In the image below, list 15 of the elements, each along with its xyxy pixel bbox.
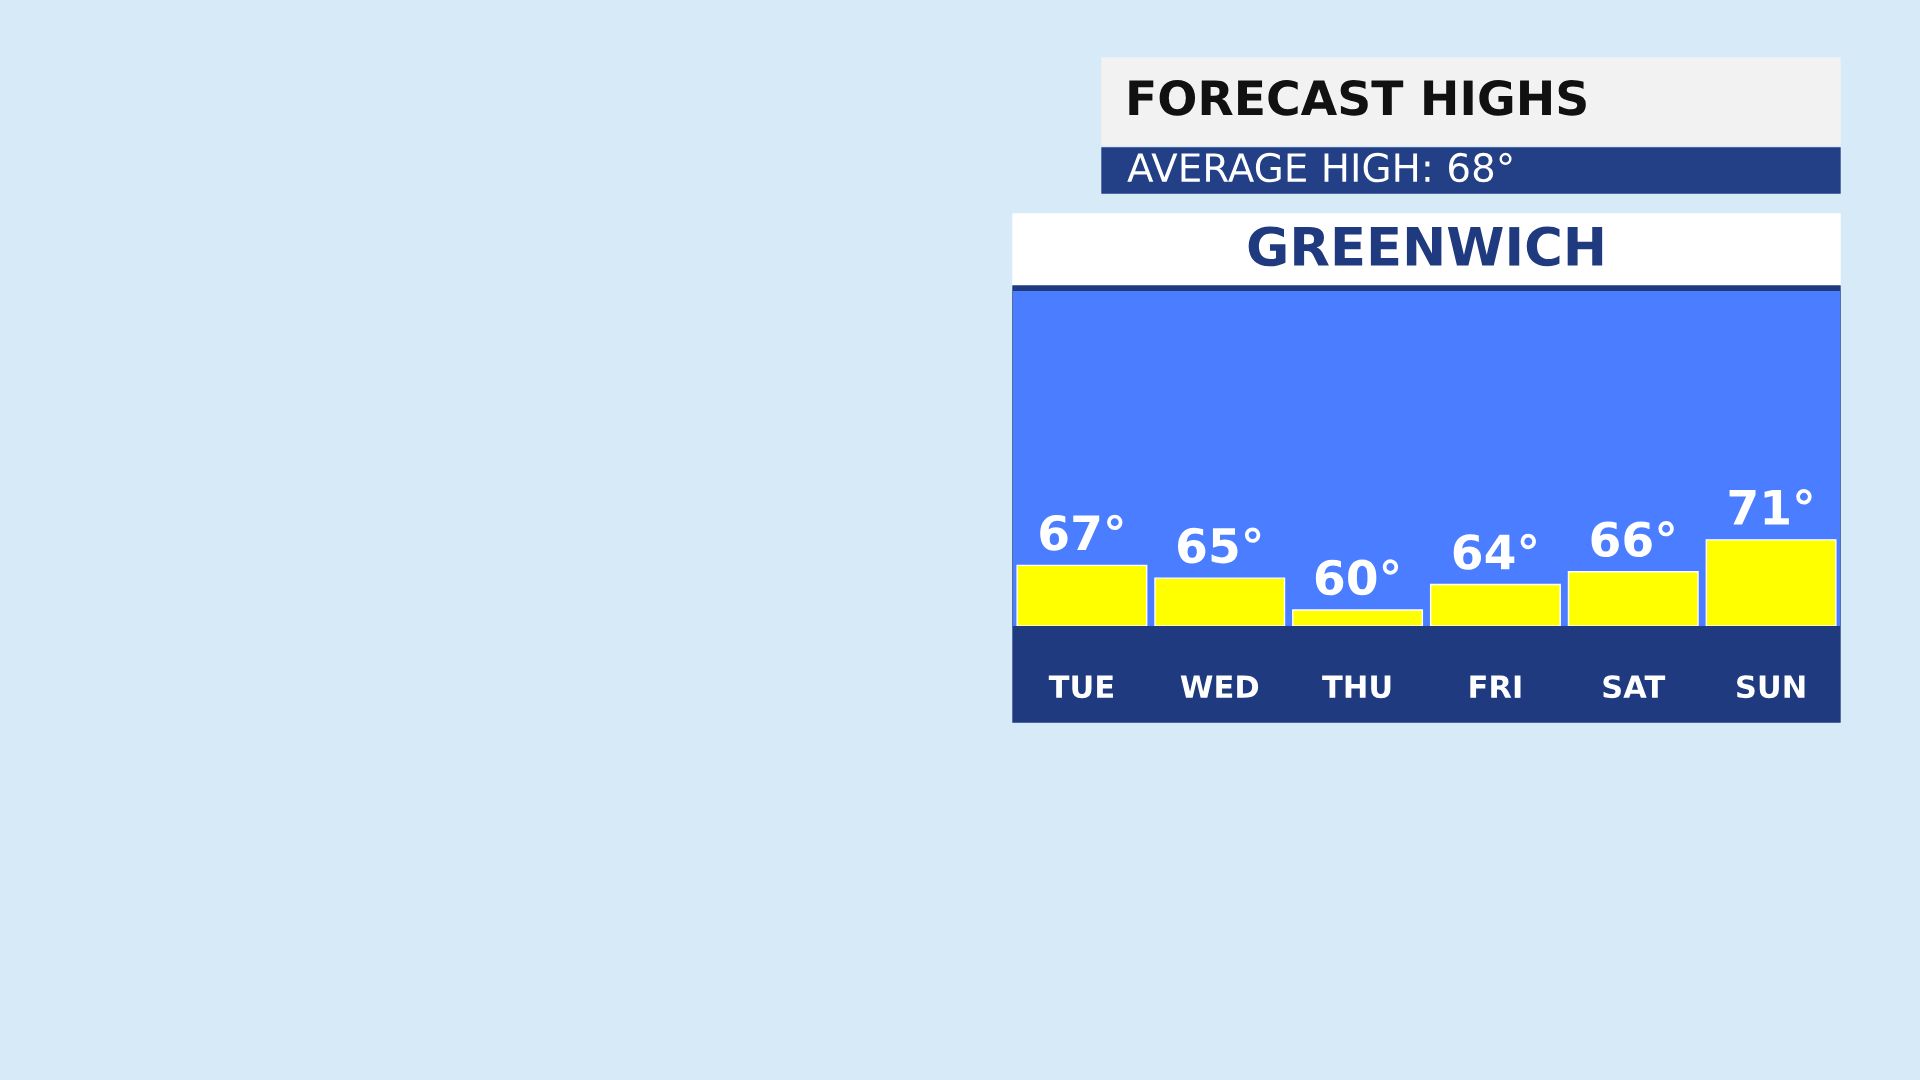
- data-label: 65°: [1178, 527, 1261, 564]
- data-label: 71°: [1729, 489, 1812, 525]
- data-label: 64°: [1453, 533, 1536, 570]
- data-label: 67°: [1040, 514, 1123, 551]
- x-tick-label: TUE: [1048, 675, 1113, 699]
- data-label: 60°: [1315, 559, 1399, 596]
- data-label: 66°: [1591, 521, 1674, 558]
- chart-title: FORECAST HIGHS: [1129, 79, 1586, 116]
- text: GREENWICH: [1248, 226, 1603, 267]
- x-tick-label: FRI: [1470, 675, 1521, 698]
- x-tick-label: SAT: [1603, 675, 1666, 699]
- x-tick-label: THU: [1322, 675, 1391, 699]
- x-tick-label: SUN: [1737, 675, 1805, 699]
- x-tick-label: WED: [1180, 675, 1259, 698]
- chart-subtitle: AVERAGE HIGH: 68°: [1127, 152, 1512, 183]
